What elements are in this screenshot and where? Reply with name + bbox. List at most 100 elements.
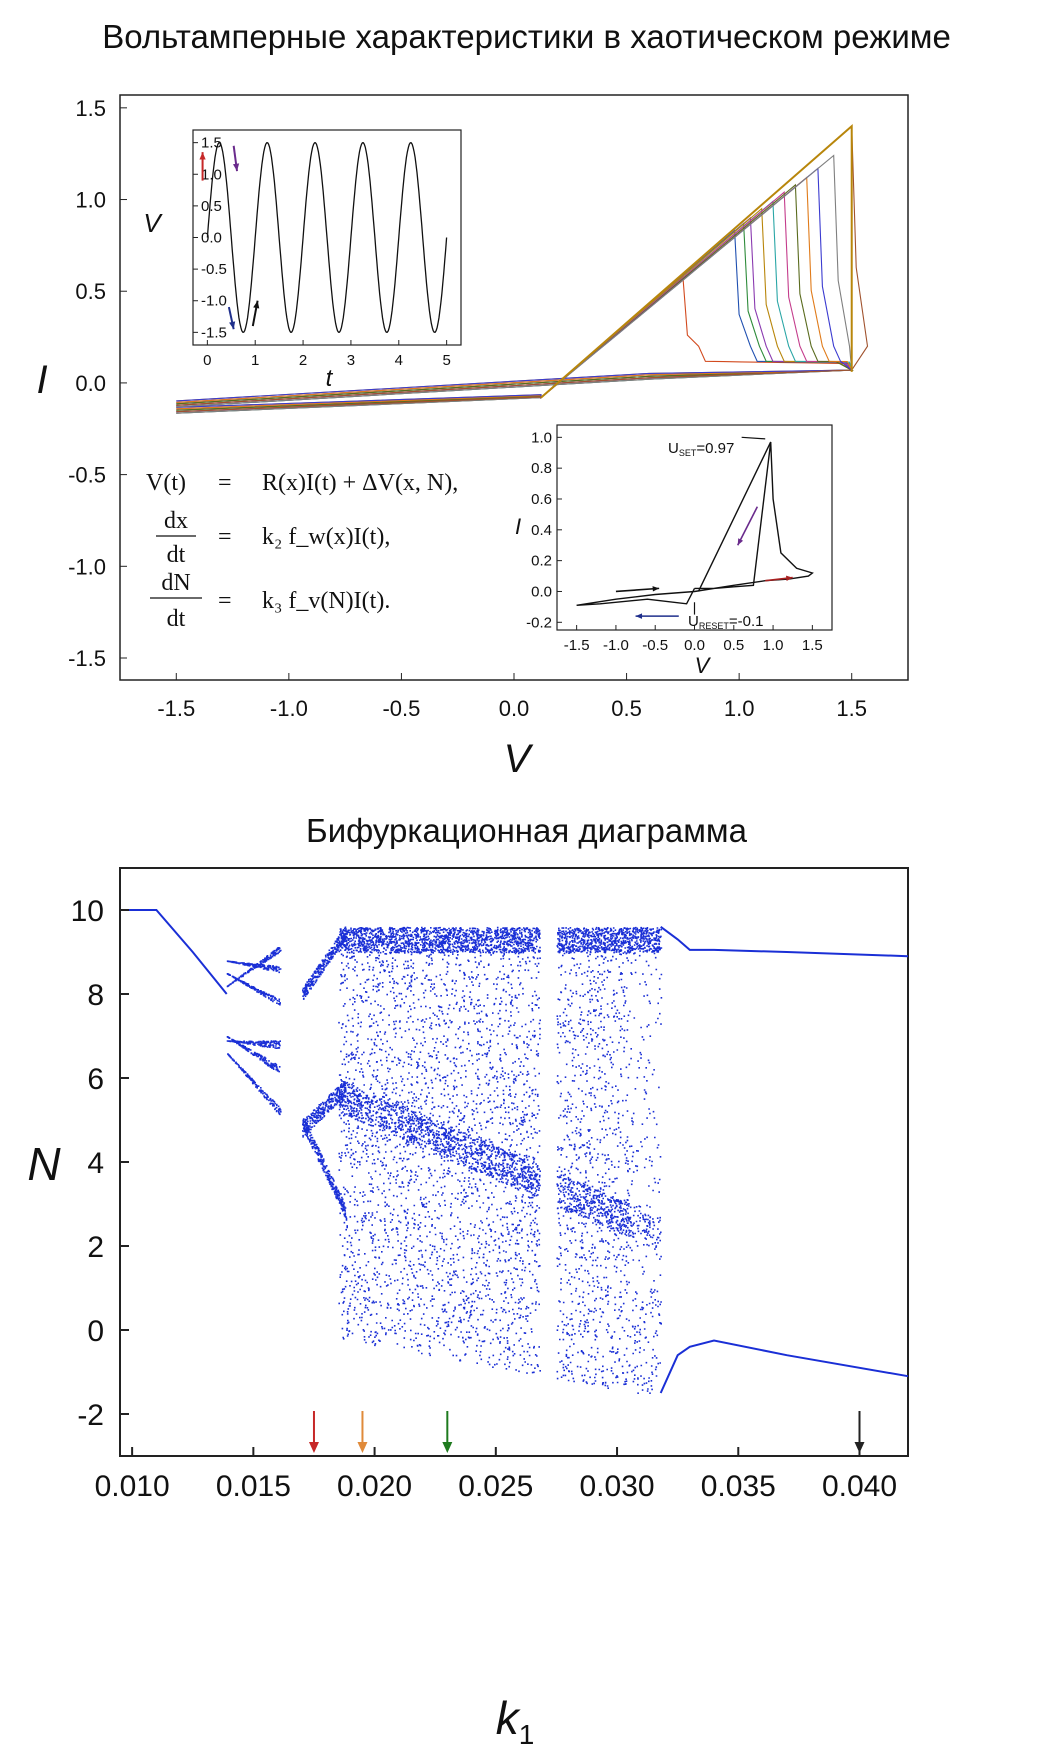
uset-label: USET=0.97 (668, 440, 734, 458)
vt-sine-curve (206, 142, 448, 333)
bif-x-label-sub: 1 (519, 1719, 535, 1750)
eq3-sign: = (218, 588, 232, 614)
loop-arrow-head (737, 538, 744, 546)
bif-y-tick-label: 10 (71, 895, 104, 928)
iv-x-tick-label: -1.5 (157, 696, 195, 721)
iv-y-tick-label: 0.5 (75, 279, 106, 304)
vt-y-tick-label: 0.0 (201, 230, 222, 247)
loop-y-tick-label: -0.2 (526, 614, 552, 631)
bif-y-tick-label: 8 (87, 979, 104, 1012)
iv-x-tick-label: 0.5 (611, 696, 642, 721)
uset-pointer (741, 436, 766, 440)
bif-x-tick-label: 0.025 (458, 1470, 533, 1503)
vt-arrow-head (229, 321, 236, 330)
bif-arrow-head (357, 1442, 368, 1453)
bif-y-tick-label: 4 (87, 1147, 104, 1180)
loop-y-tick-label: 0.0 (531, 583, 552, 600)
bif-y-tick-label: 2 (87, 1231, 104, 1264)
iv-y-tick-label: 1.0 (75, 188, 106, 213)
bif-x-label-main: k (496, 1692, 521, 1744)
vt-x-tick-label: 2 (299, 352, 307, 369)
bif-x-tick-label: 0.020 (337, 1470, 412, 1503)
loop-inset-frame (556, 424, 833, 631)
bif-arrows (308, 1411, 865, 1453)
uset-value: =0.97 (696, 440, 734, 457)
ureset-label: URESET=-0.1 (688, 613, 763, 631)
vt-y-label: V (143, 208, 163, 238)
iv-x-tick-label: 1.0 (724, 696, 755, 721)
loop-y-tick-label: 0.4 (531, 522, 552, 539)
bif-arrow-head (308, 1442, 319, 1453)
eq1-sign: = (218, 470, 232, 496)
vt-y-tick-label: -1.5 (201, 324, 227, 341)
vt-x-label: t (326, 365, 334, 392)
bif-branch (660, 925, 909, 958)
bif-y-tick-label: -2 (77, 1399, 104, 1432)
iv-y-tick-label: 1.5 (75, 96, 106, 121)
eq2-num: dx (164, 508, 188, 534)
loop-arrow-head (635, 613, 643, 619)
loop-x-tick-label: -1.0 (603, 637, 629, 654)
loop-x-label: V (695, 653, 712, 678)
vt-x-tick-label: 5 (442, 352, 450, 369)
eq2-rhs: k₂ f_w(x)I(t), (262, 524, 390, 550)
eq3-num: dN (161, 570, 190, 596)
iv-x-tick-label: -0.5 (382, 696, 420, 721)
iv-x-tick-label: -1.0 (270, 696, 308, 721)
bif-arrow-head (442, 1442, 453, 1453)
vt-y-tick-label: 0.5 (201, 198, 222, 215)
iv-chart-title: Вольтамперные характеристики в хаотическ… (102, 18, 951, 55)
equations: V(t) = R(x)I(t) + ΔV(x, N), dx dt = k₂ f… (146, 470, 458, 632)
eq2-den: dt (167, 542, 186, 568)
bif-y-tick-label: 6 (87, 1063, 104, 1096)
vt-y-tick-label: 1.0 (201, 166, 222, 183)
iv-y-tick-label: -0.5 (68, 463, 106, 488)
bif-x-tick-label: 0.035 (701, 1470, 776, 1503)
iv-y-tick-label: -1.0 (68, 554, 106, 579)
loop-x-tick-label: -1.5 (564, 637, 590, 654)
loop-y-tick-label: 0.6 (531, 491, 552, 508)
eq1-rhs: R(x)I(t) + ΔV(x, N), (262, 470, 458, 496)
uset-sub: SET (679, 448, 697, 458)
bifurcation-chart: 0.010 0.015 0.020 0.025 0.030 0.035 0.04010864… (27, 867, 909, 1750)
loop-y-tick-label: 0.2 (531, 553, 552, 570)
loop-x-tick-label: 1.0 (763, 637, 784, 654)
bif-x-tick-label: 0.015 (216, 1470, 291, 1503)
vt-y-tick-label: -1.0 (201, 293, 227, 310)
loop-arrow-head (786, 575, 793, 582)
eq3-rhs: k₃ f_v(N)I(t). (262, 588, 390, 614)
bif-branch (120, 909, 228, 995)
vt-arrow-head (232, 163, 240, 172)
bif-axes: 0.010 0.015 0.020 0.025 0.030 0.035 0.040 10 8 6 4… (71, 895, 897, 1503)
iv-x-tick-label: 1.5 (836, 696, 867, 721)
eq2-sign: = (218, 524, 232, 550)
vt-inset: 0 1 2 3 4 51.51.00.50.0-0.5-1.0-1.5 (193, 135, 451, 369)
ureset-sub: RESET (699, 621, 730, 631)
iv-x-tick-label: 0.0 (499, 696, 530, 721)
loop-inset: -1.5 -1.0 -0.5 0.0 0.5 1.0 1.5 1.0 0.8 0.6 0.4 0.2 0… (526, 429, 823, 654)
uset-u: U (668, 440, 679, 457)
vt-arrow-head (199, 152, 206, 160)
bif-y-tick-label: 0 (87, 1315, 104, 1348)
iv-curves (176, 123, 869, 414)
ureset-u: U (688, 613, 699, 630)
iv-y-label: I (36, 358, 47, 402)
loop-direction-arrow (615, 587, 660, 593)
loop-y-label: I (515, 514, 521, 539)
vt-x-tick-label: 4 (395, 352, 403, 369)
iv-curve (176, 154, 853, 414)
bif-x-label: k1 (496, 1692, 535, 1750)
bif-scatter-points (226, 926, 663, 1394)
bif-x-tick-label: 0.010 (95, 1470, 170, 1503)
loop-rise-line (697, 441, 772, 592)
bif-y-label: N (27, 1138, 61, 1190)
iv-axes: -1.5 -1.0 -0.5 0.0 0.5 1.0 1.5 1.5 1.0 0.5 0.0 -0.5… (68, 96, 867, 721)
vt-x-tick-label: 3 (347, 352, 355, 369)
iv-y-tick-label: -1.5 (68, 646, 106, 671)
loop-y-tick-label: 1.0 (531, 429, 552, 446)
loop-arrow-head (652, 586, 660, 592)
iv-y-tick-label: 0.0 (75, 371, 106, 396)
loop-y-tick-label: 0.8 (531, 460, 552, 477)
loop-x-tick-label: 0.0 (684, 637, 705, 654)
vt-y-tick-label: -0.5 (201, 261, 227, 278)
